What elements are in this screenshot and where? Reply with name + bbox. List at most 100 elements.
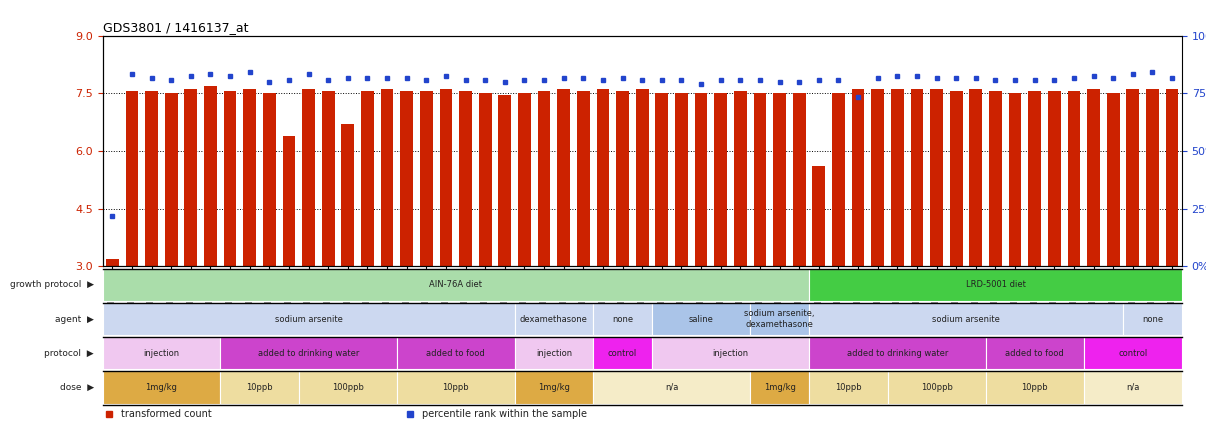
Bar xyxy=(593,337,652,369)
Bar xyxy=(263,93,276,266)
Bar xyxy=(871,89,884,266)
Bar xyxy=(185,89,198,266)
Bar xyxy=(400,91,414,266)
Text: 1mg/kg: 1mg/kg xyxy=(146,383,177,392)
Bar xyxy=(891,89,903,266)
Bar xyxy=(655,93,668,266)
Bar xyxy=(750,371,809,404)
Text: percentile rank within the sample: percentile rank within the sample xyxy=(422,409,587,419)
Bar xyxy=(1146,89,1159,266)
Bar xyxy=(303,89,315,266)
Bar xyxy=(597,89,609,266)
Text: added to drinking water: added to drinking water xyxy=(847,349,948,358)
Bar xyxy=(1048,91,1061,266)
Bar xyxy=(103,337,221,369)
Text: dexamethasone: dexamethasone xyxy=(520,314,587,324)
Bar xyxy=(165,93,177,266)
Text: injection: injection xyxy=(144,349,180,358)
Bar xyxy=(498,95,511,266)
Text: added to food: added to food xyxy=(427,349,485,358)
Bar xyxy=(950,91,962,266)
Bar xyxy=(1008,93,1021,266)
Bar xyxy=(809,303,1123,335)
Bar xyxy=(1107,93,1119,266)
Bar xyxy=(714,93,727,266)
Bar xyxy=(282,135,295,266)
Bar xyxy=(1123,303,1182,335)
Text: sodium arsenite: sodium arsenite xyxy=(932,314,1000,324)
Text: none: none xyxy=(1142,314,1163,324)
Bar xyxy=(519,93,531,266)
Bar xyxy=(652,303,750,335)
Bar xyxy=(970,89,982,266)
Bar xyxy=(557,89,570,266)
Bar xyxy=(1166,89,1178,266)
Bar xyxy=(985,337,1084,369)
Bar xyxy=(593,371,750,404)
Bar xyxy=(652,337,809,369)
Text: 100ppb: 100ppb xyxy=(332,383,364,392)
Bar xyxy=(223,91,236,266)
Bar xyxy=(515,337,593,369)
Text: 1mg/kg: 1mg/kg xyxy=(538,383,569,392)
Bar xyxy=(1087,89,1100,266)
Bar xyxy=(576,91,590,266)
Text: agent  ▶: agent ▶ xyxy=(55,314,94,324)
Bar xyxy=(616,91,630,266)
Bar xyxy=(1067,91,1081,266)
Bar xyxy=(103,269,809,301)
Bar xyxy=(125,91,139,266)
Text: injection: injection xyxy=(535,349,572,358)
Bar xyxy=(341,124,355,266)
Bar xyxy=(813,166,825,266)
Bar xyxy=(361,91,374,266)
Text: 10ppb: 10ppb xyxy=(246,383,273,392)
Bar xyxy=(851,89,865,266)
Text: saline: saline xyxy=(689,314,714,324)
Bar xyxy=(675,93,687,266)
Text: 10ppb: 10ppb xyxy=(1021,383,1048,392)
Bar xyxy=(106,259,118,266)
Bar xyxy=(515,303,593,335)
Bar xyxy=(397,337,515,369)
Text: none: none xyxy=(611,314,633,324)
Text: added to drinking water: added to drinking water xyxy=(258,349,359,358)
Text: GDS3801 / 1416137_at: GDS3801 / 1416137_at xyxy=(103,21,248,34)
Bar xyxy=(439,89,452,266)
Bar xyxy=(734,91,747,266)
Bar xyxy=(888,371,985,404)
Bar xyxy=(244,89,256,266)
Bar xyxy=(593,303,652,335)
Bar xyxy=(809,337,985,369)
Text: added to food: added to food xyxy=(1006,349,1064,358)
Bar xyxy=(930,89,943,266)
Bar xyxy=(515,371,593,404)
Text: injection: injection xyxy=(713,349,749,358)
Bar xyxy=(479,93,492,266)
Bar xyxy=(773,93,786,266)
Bar xyxy=(832,93,845,266)
Text: 10ppb: 10ppb xyxy=(443,383,469,392)
Bar xyxy=(1029,91,1041,266)
Bar xyxy=(636,89,649,266)
Bar xyxy=(103,303,515,335)
Bar xyxy=(1126,89,1140,266)
Bar xyxy=(397,371,515,404)
Bar xyxy=(989,91,1002,266)
Bar xyxy=(204,86,217,266)
Text: n/a: n/a xyxy=(665,383,678,392)
Text: control: control xyxy=(608,349,637,358)
Bar xyxy=(322,91,334,266)
Text: dose  ▶: dose ▶ xyxy=(60,383,94,392)
Text: protocol  ▶: protocol ▶ xyxy=(45,349,94,358)
Bar xyxy=(750,303,809,335)
Text: n/a: n/a xyxy=(1126,383,1140,392)
Bar xyxy=(538,91,550,266)
Bar xyxy=(221,371,299,404)
Bar xyxy=(299,371,397,404)
Bar xyxy=(221,337,397,369)
Text: LRD-5001 diet: LRD-5001 diet xyxy=(966,280,1025,289)
Text: control: control xyxy=(1118,349,1147,358)
Bar xyxy=(1084,337,1182,369)
Bar xyxy=(809,269,1182,301)
